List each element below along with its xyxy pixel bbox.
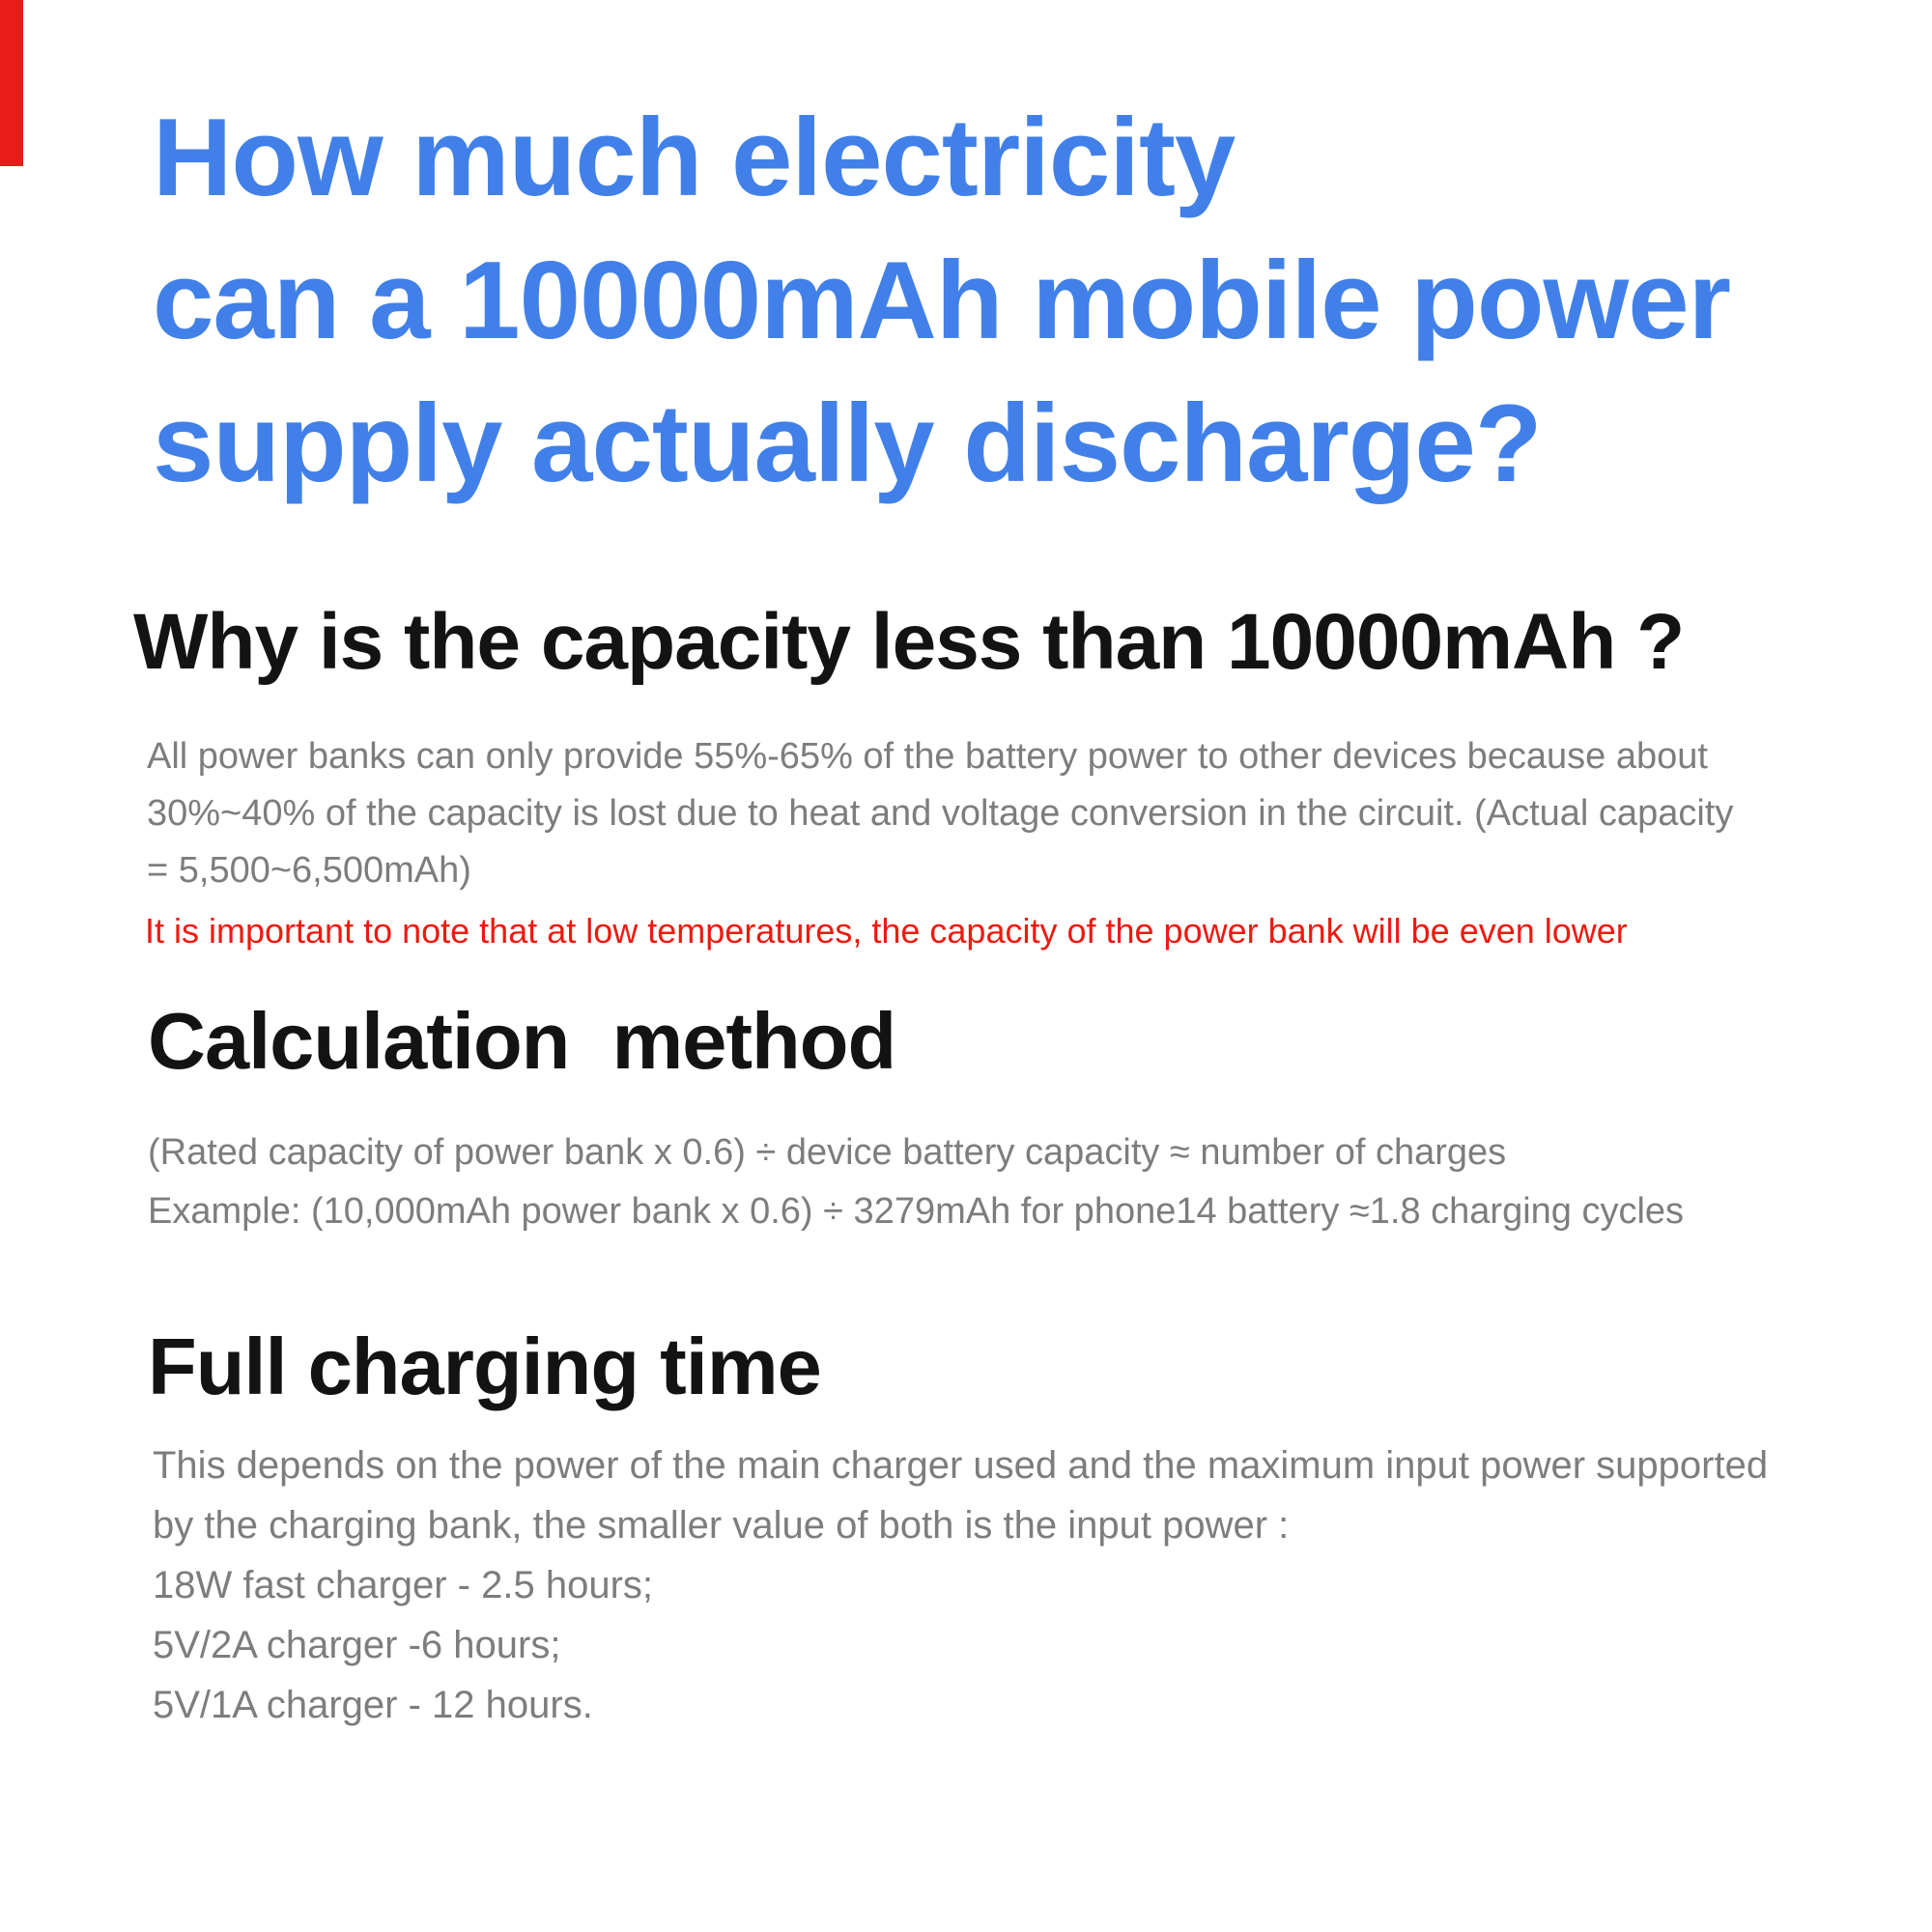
title-line-2: can a 10000mAh mobile power bbox=[153, 240, 1731, 362]
red-accent-bar bbox=[0, 0, 23, 166]
section-heading-charging: Full charging time bbox=[148, 1321, 822, 1411]
charging-item-5v1a: 5V/1A charger - 12 hours. bbox=[153, 1684, 593, 1726]
calculation-example-line: Example: (10,000mAh power bank x 0.6) ÷ … bbox=[148, 1191, 1685, 1232]
capacity-paragraph-line-1: All power banks can only provide 55%-65%… bbox=[147, 736, 1708, 777]
capacity-paragraph-line-3: = 5,500~6,500mAh) bbox=[147, 850, 471, 891]
capacity-paragraph: All power banks can only provide 55%-65%… bbox=[147, 728, 1733, 899]
low-temperature-note: It is important to note that at low temp… bbox=[145, 911, 1628, 951]
charging-paragraph: This depends on the power of the main ch… bbox=[153, 1435, 1768, 1735]
calculation-formula-line: (Rated capacity of power bank x 0.6) ÷ d… bbox=[148, 1132, 1507, 1173]
title-line-1: How much electricity bbox=[153, 97, 1236, 219]
charging-item-5v2a: 5V/2A charger -6 hours; bbox=[153, 1624, 561, 1666]
calculation-paragraph: (Rated capacity of power bank x 0.6) ÷ d… bbox=[148, 1123, 1684, 1241]
section-heading-calculation: Calculation method bbox=[148, 996, 896, 1086]
charging-paragraph-line-1: This depends on the power of the main ch… bbox=[153, 1444, 1769, 1487]
section-heading-capacity: Why is the capacity less than 10000mAh ? bbox=[133, 598, 1685, 686]
charging-item-18w: 18W fast charger - 2.5 hours; bbox=[153, 1564, 654, 1606]
title-line-3: supply actually discharge? bbox=[153, 383, 1542, 505]
capacity-paragraph-line-2: 30%~40% of the capacity is lost due to h… bbox=[147, 793, 1734, 834]
charging-paragraph-line-2: by the charging bank, the smaller value … bbox=[153, 1504, 1290, 1547]
page-title: How much electricity can a 10000mAh mobi… bbox=[153, 87, 1731, 516]
